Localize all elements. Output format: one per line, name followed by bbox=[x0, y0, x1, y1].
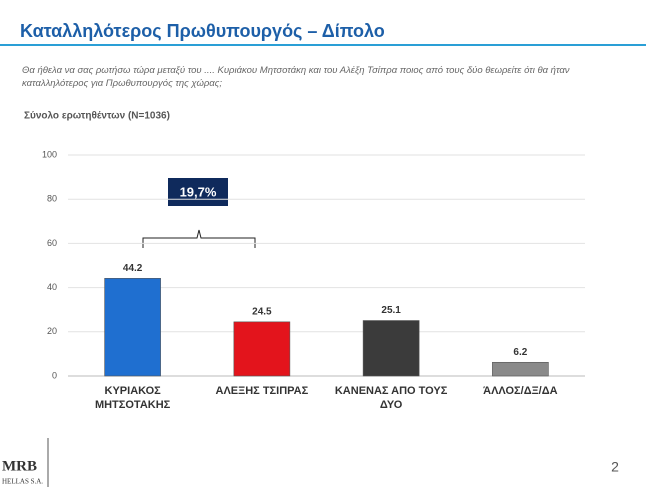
bar bbox=[362, 320, 420, 377]
y-tick-label: 0 bbox=[52, 370, 57, 380]
y-tick-label: 80 bbox=[47, 194, 57, 204]
x-tick-label: ΆΛΛΟΣ/ΔΞ/ΔΑ bbox=[483, 385, 558, 397]
value-label: 25.1 bbox=[381, 305, 401, 316]
question: Θα ήθελα να σας ρωτήσω τώρα μεταξύ του .… bbox=[22, 65, 570, 89]
value-label: 24.5 bbox=[252, 306, 272, 317]
page-number: 2 bbox=[611, 459, 619, 475]
value-label: 44.2 bbox=[123, 263, 143, 274]
bar bbox=[233, 321, 291, 377]
annotation-box bbox=[168, 178, 228, 206]
bar bbox=[492, 361, 549, 377]
y-tick-label: 100 bbox=[42, 149, 57, 159]
x-tick-label: ΑΛΕΞΗΣ ΤΣΙΠΡΑΣ bbox=[215, 385, 309, 397]
bar bbox=[104, 278, 161, 377]
logo: MRB bbox=[2, 458, 37, 474]
y-tick-label: 40 bbox=[47, 282, 57, 292]
value-label: 6.2 bbox=[513, 347, 527, 358]
logo-sub: HELLAS S.A. bbox=[2, 478, 43, 486]
annotation: 19,7% bbox=[180, 184, 217, 199]
y-tick-label: 60 bbox=[47, 238, 57, 248]
y-tick-label: 20 bbox=[47, 326, 57, 336]
chart-title: Καταλληλότερος Πρωθυπουργός – Δίπολο bbox=[20, 21, 385, 41]
subtitle: Σύνολο ερωτηθέντων (N=1036) bbox=[24, 111, 170, 122]
x-tick-label: ΚΑΝΕΝΑΣ ΑΠΟ ΤΟΥΣ ΔΥΟ bbox=[334, 385, 448, 411]
title-rule bbox=[0, 44, 646, 46]
x-tick-label: ΚΥΡΙΑΚΟΣ ΜΗΤΣΟΤΑΚΗΣ bbox=[94, 385, 171, 411]
bracket bbox=[142, 229, 256, 248]
